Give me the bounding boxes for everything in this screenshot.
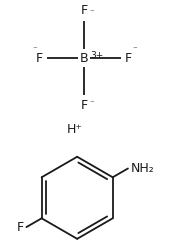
Text: H⁺: H⁺	[67, 123, 83, 136]
Text: F: F	[125, 52, 132, 64]
Text: F: F	[16, 221, 23, 234]
Text: F: F	[80, 4, 88, 17]
Text: F: F	[80, 99, 88, 112]
Text: ⁻: ⁻	[133, 45, 138, 54]
Text: ⁻: ⁻	[32, 45, 37, 54]
Text: NH₂: NH₂	[131, 162, 155, 175]
Text: ⁻: ⁻	[89, 99, 94, 108]
Text: ⁻: ⁻	[89, 8, 94, 17]
Text: 3+: 3+	[90, 51, 103, 60]
Text: F: F	[36, 52, 43, 64]
Text: B: B	[80, 52, 88, 64]
